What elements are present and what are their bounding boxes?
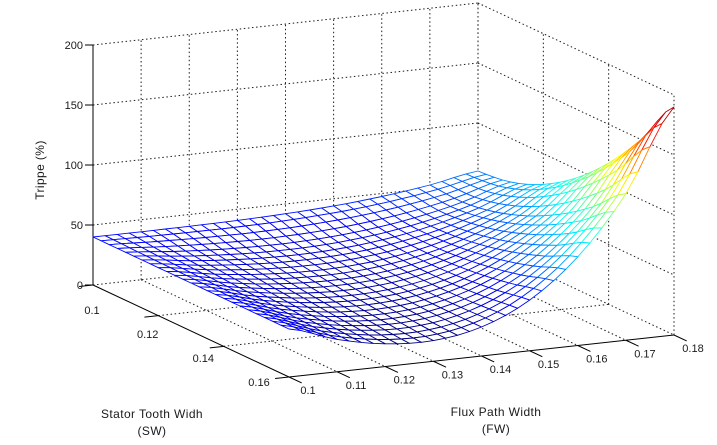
y-tick-label: 0.12 — [137, 329, 158, 341]
z-tick-label: 100 — [65, 160, 83, 172]
z-axis-title: Trippe (%) — [33, 140, 47, 200]
y-tick-label: 0.16 — [248, 377, 269, 389]
mesh-surface — [92, 106, 675, 345]
x-tick-label: 0.1 — [300, 385, 315, 397]
axis-lines — [79, 44, 687, 384]
x-tick-label: 0.16 — [586, 354, 607, 366]
y-tick-label: 0.1 — [84, 305, 99, 317]
tick-labels: 0 50 100 150 200 0.1 0.12 0.14 0.16 0.1 0.11 0.12 0.… — [65, 40, 704, 397]
z-tick-label: 50 — [71, 220, 83, 232]
y-axis-title-line1: Stator Tooth Widh — [101, 407, 203, 421]
y-tick-label: 0.14 — [193, 353, 214, 365]
x-axis-title: Flux Path Width (FW) — [451, 404, 542, 438]
x-tick-label: 0.14 — [490, 364, 511, 376]
z-tick-label: 200 — [65, 40, 83, 52]
z-tick-label: 0 — [77, 280, 83, 292]
x-axis-title-line1: Flux Path Width — [450, 405, 542, 419]
z-tick-label: 150 — [65, 100, 83, 112]
x-tick-label: 0.13 — [442, 369, 463, 381]
x-tick-label: 0.12 — [394, 375, 415, 387]
x-axis-title-line2: (FW) — [481, 422, 511, 436]
y-axis-title: Stator Tooth Widh (SW) — [101, 406, 203, 440]
x-tick-label: 0.11 — [346, 380, 367, 392]
x-tick-label: 0.15 — [538, 359, 559, 371]
x-tick-label: 0.17 — [634, 348, 655, 360]
x-tick-label: 0.18 — [682, 343, 703, 355]
y-axis-title-line2: (SW) — [137, 424, 167, 438]
